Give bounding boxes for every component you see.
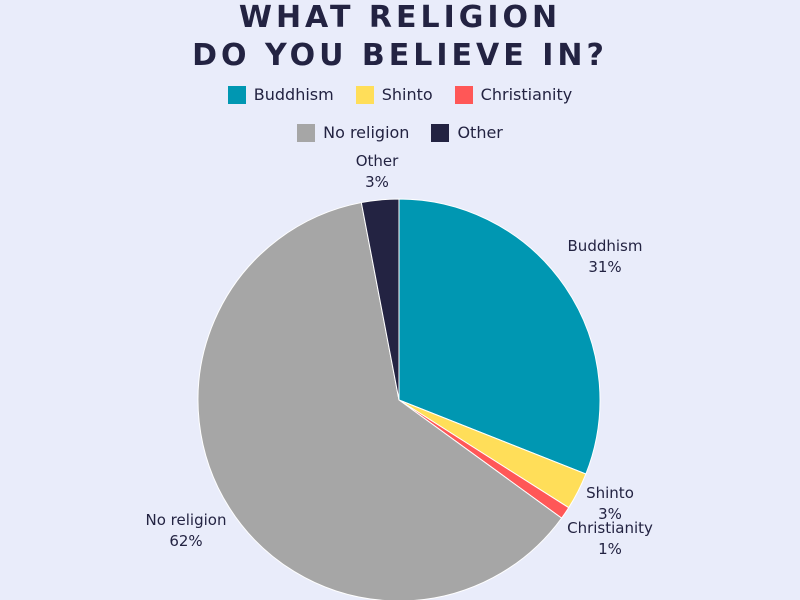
slice-label-shinto: Shinto xyxy=(586,484,634,502)
legend-swatch-other xyxy=(431,123,450,142)
pie-slice-no-religion xyxy=(197,201,563,600)
slice-value-shinto: 3% xyxy=(598,505,622,523)
legend-item-shinto: Shinto xyxy=(355,85,433,104)
legend-label-other: Other xyxy=(457,123,503,142)
slice-label-christianity: Christianity xyxy=(567,519,653,537)
legend-swatch-christianity xyxy=(454,85,473,104)
legend-row-2: No religion Other xyxy=(0,123,800,142)
legend-label-christianity: Christianity xyxy=(480,85,573,104)
chart-title-line-1: WHAT RELIGION xyxy=(238,0,562,35)
legend-item-no-religion: No religion xyxy=(297,123,409,142)
legend-item-christianity: Christianity xyxy=(454,85,573,104)
legend-item-buddhism: Buddhism xyxy=(227,85,334,104)
slice-label-buddhism: Buddhism xyxy=(568,237,643,255)
slice-value-buddhism: 31% xyxy=(588,258,621,276)
slice-value-no-religion: 62% xyxy=(169,532,202,550)
legend-swatch-no-religion xyxy=(297,123,316,142)
legend-swatch-shinto xyxy=(355,85,374,104)
legend-label-shinto: Shinto xyxy=(381,85,433,104)
legend-item-other: Other xyxy=(431,123,503,142)
legend-label-no-religion: No religion xyxy=(323,123,410,142)
legend-label-buddhism: Buddhism xyxy=(253,85,334,104)
slice-label-other: Other xyxy=(356,152,399,170)
slice-value-christianity: 1% xyxy=(598,540,622,558)
slice-label-no-religion: No religion xyxy=(146,511,227,529)
legend-row-1: Buddhism Shinto Christianity xyxy=(0,85,800,104)
pie-slices xyxy=(197,198,601,600)
chart-title-line-2: DO YOU BELIEVE IN? xyxy=(192,38,608,73)
pie-slice-other xyxy=(360,198,400,401)
pie-slice-buddhism xyxy=(398,198,601,475)
legend-swatch-buddhism xyxy=(227,85,246,104)
slice-value-other: 3% xyxy=(365,173,389,191)
